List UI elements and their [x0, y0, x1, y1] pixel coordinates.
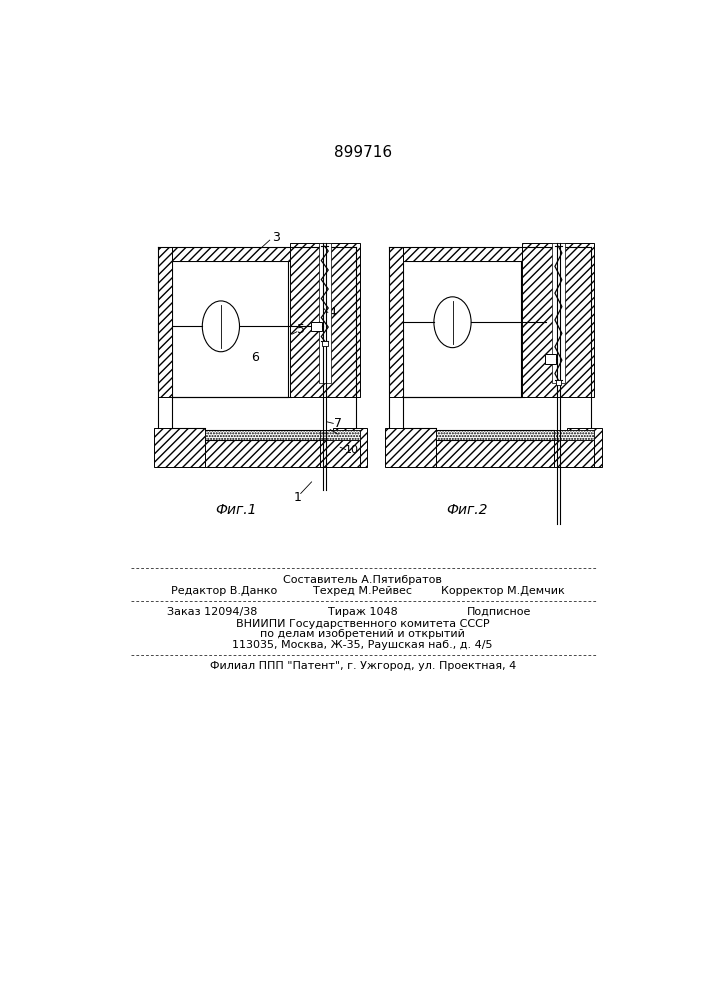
- Text: 10: 10: [345, 445, 359, 455]
- Bar: [389, 247, 403, 397]
- Bar: [403, 261, 521, 397]
- Text: Техред М.Рейвес: Техред М.Рейвес: [313, 586, 412, 596]
- Text: по делам изобретений и открытий: по делам изобретений и открытий: [260, 629, 465, 639]
- Text: 2: 2: [339, 429, 346, 442]
- Bar: [172, 261, 288, 397]
- Text: Тираж 1048: Тираж 1048: [328, 607, 397, 617]
- Bar: [320, 430, 360, 440]
- Text: Корректор М.Демчик: Корректор М.Демчик: [441, 586, 565, 596]
- Bar: [552, 243, 565, 383]
- Bar: [567, 428, 602, 466]
- Text: 113035, Москва, Ж-35, Раушская наб., д. 4/5: 113035, Москва, Ж-35, Раушская наб., д. …: [233, 640, 493, 650]
- Bar: [436, 440, 567, 466]
- Bar: [172, 247, 290, 261]
- Ellipse shape: [202, 301, 240, 352]
- Text: 4: 4: [329, 306, 337, 319]
- Bar: [554, 430, 595, 440]
- Bar: [554, 440, 595, 466]
- Text: Подписное: Подписное: [467, 607, 532, 617]
- Text: 7: 7: [334, 417, 342, 430]
- Text: 899716: 899716: [334, 145, 392, 160]
- Bar: [522, 243, 595, 397]
- Bar: [544, 354, 556, 364]
- Text: 6: 6: [251, 351, 259, 364]
- Text: 3: 3: [272, 231, 280, 244]
- Bar: [436, 430, 567, 440]
- Text: Редактор В.Данко: Редактор В.Данко: [171, 586, 277, 596]
- Text: Заказ 12094/38: Заказ 12094/38: [167, 607, 257, 617]
- Text: 1: 1: [293, 491, 302, 504]
- Text: ВНИИПИ Государственного комитета СССР: ВНИИПИ Государственного комитета СССР: [236, 619, 489, 629]
- Text: Составитель А.Пятибратов: Составитель А.Пятибратов: [284, 575, 442, 585]
- Bar: [320, 440, 360, 466]
- Bar: [332, 428, 368, 466]
- Bar: [311, 322, 322, 331]
- Bar: [403, 247, 522, 261]
- Bar: [319, 243, 331, 383]
- Ellipse shape: [434, 297, 471, 348]
- Bar: [154, 428, 204, 466]
- Text: Фиг.2: Фиг.2: [446, 503, 487, 517]
- Bar: [290, 243, 360, 397]
- Bar: [158, 247, 172, 397]
- Text: Филиал ППП "Патент", г. Ужгород, ул. Проектная, 4: Филиал ППП "Патент", г. Ужгород, ул. Про…: [209, 661, 516, 671]
- Text: Фиг.1: Фиг.1: [215, 503, 257, 517]
- Bar: [385, 428, 436, 466]
- Bar: [556, 380, 561, 385]
- Bar: [204, 440, 332, 466]
- Bar: [204, 430, 332, 440]
- Text: 5: 5: [298, 323, 305, 336]
- Bar: [322, 341, 327, 346]
